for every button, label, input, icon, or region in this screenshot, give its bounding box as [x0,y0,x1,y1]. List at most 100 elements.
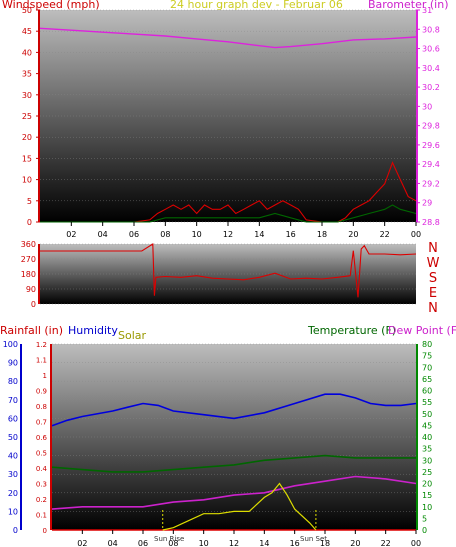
solar-line [162,482,317,531]
temperature-tick-label: 0 [422,526,427,535]
barometer-tick-label: 31 [422,6,432,15]
rainfall-tick-label: 0.9 [36,388,47,396]
windspeed-tick-label: 10 [22,176,32,185]
barometer-tick-label: 29.6 [422,141,440,150]
windspeed-tick-label: 0 [27,218,32,227]
temperature-tick-label: 25 [422,468,432,477]
humidity-tick-label: 100 [3,340,18,349]
temperature-tick-label: 45 [422,421,432,430]
x-tick-label: 22 [380,230,390,239]
humidity-tick-label: 50 [8,433,18,442]
x-tick-label: 06 [138,539,148,547]
humidity-tick-label: 20 [8,489,18,498]
rainfall-tick-label: 0.1 [36,512,47,520]
temperature-tick-label: 60 [422,387,432,396]
compass-label: N [428,241,438,256]
humidity-tick-label: 40 [8,452,18,461]
temperature-tick-label: 5 [422,514,427,523]
direction-tick-label: 360 [21,240,36,249]
humidity-tick-label: 0 [13,526,18,535]
windspeed-tick-label: 20 [22,133,32,142]
windspeed-tick-label: 15 [22,154,32,163]
temperature-tick-label: 40 [422,433,432,442]
rainfall-tick-label: 0.5 [36,450,47,458]
barometer-tick-label: 28.8 [422,218,440,227]
windspeed-tick-label: 5 [27,197,32,206]
temperature-tick-label: 15 [422,491,432,500]
humidity-axis-label: Humidity [68,324,118,337]
temperature-tick-label: 30 [422,456,432,465]
plot1-background [40,10,416,222]
humidity-tick-label: 10 [8,507,18,516]
wind-barometer-panel: 0 5 10 15 20 25 30 35 40 45 50 28.8 29 29.2 29.4 29.6 2… [2,0,449,239]
windspeed-line [40,161,417,223]
x-tick-label: 04 [98,230,108,239]
x-tick-label: 12 [229,539,239,547]
x-tick-label: 18 [320,539,330,547]
humidity-tick-label: 80 [8,377,18,386]
x-tick-label: 00 [411,539,421,547]
barometer-tick-label: 30 [422,102,432,111]
barometer-tick-label: 30.6 [422,45,440,54]
temperature-tick-label: 55 [422,398,432,407]
temperature-tick-label: 35 [422,445,432,454]
rainfall-tick-label: 0.4 [36,465,48,473]
humidity-tick-label: 30 [8,470,18,479]
temperature-tick-label: 20 [422,480,432,489]
temperature-tick-label: 70 [422,363,432,372]
x-tick-label: 08 [168,539,178,547]
x-tick-label: 16 [290,539,300,547]
direction-tick-label: 90 [26,285,36,294]
windspeed-tick-label: 25 [22,112,32,121]
x-tick-label: 12 [223,230,233,239]
sunset-label: Sun Set [300,535,327,543]
humidity-tick-label: 60 [8,414,18,423]
chart-title: 24 hour graph dev - Februar 06 [170,0,343,11]
rainfall-tick-label: 0.6 [36,434,48,442]
gust-line [40,204,417,223]
temperature-tick-label: 50 [422,410,432,419]
rainfall-tick-label: 0.2 [36,496,47,504]
direction-tick-label: 270 [21,255,36,264]
temperature-tick-label: 75 [422,352,432,361]
temperature-axis-label: Temperature (F) [307,324,396,337]
humidity-tick-label: 90 [8,359,18,368]
x-tick-label: 06 [129,230,139,239]
x-tick-label: 20 [348,230,358,239]
sunrise-label: Sun Rise [154,535,184,543]
rainfall-tick-label: 1.1 [36,357,47,365]
wind-direction-line [40,243,417,298]
windspeed-tick-label: 30 [22,91,32,100]
compass-label: S [429,271,437,286]
x-tick-label: 14 [254,230,264,239]
windspeed-tick-label: 40 [22,48,32,57]
x-tick-label: 08 [160,230,170,239]
rainfall-axis-label: Rainfall (in) [0,324,63,337]
barometer-line [39,27,417,49]
windspeed-axis-label: Windspeed (mph) [2,0,100,11]
x-tick-label: 14 [259,539,269,547]
compass-label: E [429,286,437,301]
compass-label: N [428,301,438,316]
x-tick-label: 02 [77,539,87,547]
solar-axis-label: Solar [118,329,147,342]
rainfall-tick-label: 1 [43,372,47,380]
direction-tick-label: 0 [31,300,36,309]
barometer-tick-label: 30.2 [422,83,440,92]
temperature-tick-label: 10 [422,503,432,512]
humidity-tick-label: 70 [8,396,18,405]
rainfall-tick-label: 0.3 [36,481,47,489]
barometer-tick-label: 29 [422,199,432,208]
barometer-tick-label: 30.8 [422,25,440,34]
barometer-tick-label: 29.8 [422,122,440,131]
x-tick-label: 16 [286,230,296,239]
x-tick-label: 22 [381,539,391,547]
temperature-line [51,454,416,473]
barometer-axis-label: Barometer (in) [368,0,449,11]
x-tick-label: 10 [192,230,202,239]
x-tick-label: 04 [108,539,118,547]
temperature-tick-label: 65 [422,375,432,384]
